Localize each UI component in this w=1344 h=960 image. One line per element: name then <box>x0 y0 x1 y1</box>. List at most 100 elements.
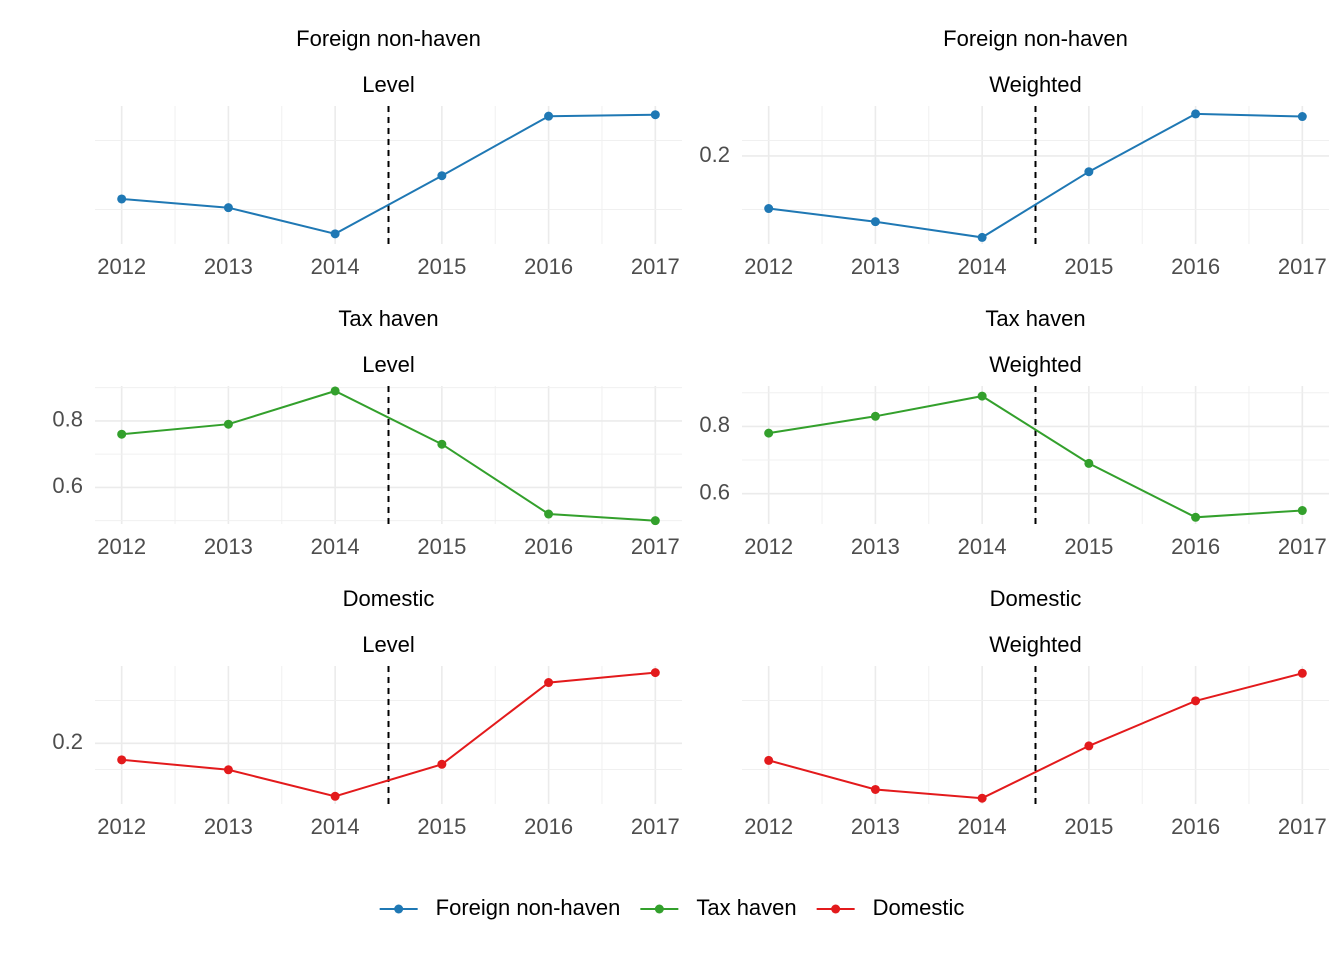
panel-title: Domestic <box>343 586 435 611</box>
x-tick-label: 2012 <box>744 534 793 559</box>
data-point <box>764 204 774 214</box>
data-point <box>544 509 554 519</box>
data-point <box>650 668 660 678</box>
data-point <box>437 171 447 181</box>
x-tick-label: 2015 <box>417 534 466 559</box>
legend-item: Domestic <box>816 895 965 920</box>
data-point <box>223 419 233 429</box>
data-point <box>977 793 987 803</box>
y-tick-label: 0.2 <box>52 729 83 754</box>
x-tick-label: 2014 <box>958 814 1007 839</box>
x-tick-label: 2017 <box>631 814 680 839</box>
data-point <box>1297 668 1307 678</box>
x-tick-label: 2014 <box>311 814 360 839</box>
x-tick-label: 2016 <box>1171 254 1220 279</box>
panel-title: Tax haven <box>338 306 438 331</box>
x-tick-label: 2014 <box>958 534 1007 559</box>
x-tick-label: 2014 <box>958 254 1007 279</box>
data-point <box>870 411 880 421</box>
x-tick-label: 2016 <box>524 534 573 559</box>
panel-subtitle: Level <box>362 72 415 97</box>
legend-item: Tax haven <box>640 895 797 920</box>
series-line-foreign <box>121 113 656 235</box>
x-tick-label: 2015 <box>417 814 466 839</box>
y-tick-label: 0.6 <box>52 473 83 498</box>
data-point <box>437 759 447 769</box>
x-tick-label: 2015 <box>1064 534 1113 559</box>
series-line-domestic <box>121 671 656 798</box>
data-point <box>870 217 880 227</box>
data-point <box>650 516 660 526</box>
data-point <box>117 755 127 765</box>
series-line-domestic <box>768 672 1303 800</box>
data-point <box>1297 112 1307 122</box>
data-point <box>1191 512 1201 522</box>
x-tick-label: 2013 <box>851 534 900 559</box>
data-point <box>223 203 233 213</box>
x-tick-label: 2014 <box>311 534 360 559</box>
y-tick-label: 0.2 <box>699 142 730 167</box>
data-point <box>330 386 340 396</box>
data-point <box>544 678 554 688</box>
legend-item: Foreign non-haven <box>379 895 621 920</box>
series-line-tax_haven <box>768 395 1303 519</box>
x-tick-label: 2014 <box>311 254 360 279</box>
legend-key-point <box>654 904 664 914</box>
x-tick-label: 2016 <box>1171 534 1220 559</box>
data-point <box>330 229 340 239</box>
x-tick-label: 2013 <box>851 254 900 279</box>
series-line-tax_haven <box>121 389 656 522</box>
y-tick-label: 0.8 <box>699 412 730 437</box>
panel-5: Domestic Weighted 2012 2013 2014 2015 2016 2017 <box>742 586 1329 839</box>
panel-subtitle: Weighted <box>989 632 1082 657</box>
x-tick-label: 2013 <box>851 814 900 839</box>
x-tick-label: 2012 <box>97 254 146 279</box>
panel-3: Tax haven Weighted 0.6 0.8 2012 2013 2014 2015 2… <box>699 306 1329 559</box>
x-tick-label: 2013 <box>204 814 253 839</box>
panel-4: Domestic Level 0.2 2012 2013 2014 2015 2016 2017 <box>52 586 682 839</box>
x-tick-label: 2017 <box>1278 254 1327 279</box>
data-point <box>1191 696 1201 706</box>
x-tick-label: 2017 <box>1278 534 1327 559</box>
x-tick-label: 2015 <box>417 254 466 279</box>
legend-key-point <box>831 904 841 914</box>
legend: Foreign non-haven Tax haven Domestic <box>379 895 965 920</box>
x-tick-label: 2016 <box>524 814 573 839</box>
data-point <box>1297 506 1307 516</box>
data-point <box>117 429 127 439</box>
series-line-foreign <box>768 112 1303 239</box>
panel-0: Foreign non-haven Level 2012 2013 2014 2015 20… <box>95 26 682 279</box>
panel-1: Foreign non-haven Weighted 0.2 2012 2013 2014… <box>699 26 1329 279</box>
data-point <box>977 232 987 242</box>
data-point <box>1191 109 1201 119</box>
panel-title: Tax haven <box>985 306 1085 331</box>
data-point <box>870 784 880 794</box>
legend-label: Domestic <box>873 895 965 920</box>
legend-label: Foreign non-haven <box>436 895 621 920</box>
data-point <box>1084 167 1094 177</box>
panel-subtitle: Weighted <box>989 72 1082 97</box>
panel-subtitle: Weighted <box>989 352 1082 377</box>
x-tick-label: 2012 <box>97 814 146 839</box>
x-tick-label: 2013 <box>204 254 253 279</box>
data-point <box>223 765 233 775</box>
y-tick-label: 0.6 <box>699 480 730 505</box>
legend-label: Tax haven <box>696 895 796 920</box>
panel-title: Foreign non-haven <box>943 26 1128 51</box>
panel-2: Tax haven Level 0.6 0.8 2012 2013 2014 2015 2016… <box>52 306 682 559</box>
panel-title: Foreign non-haven <box>296 26 481 51</box>
y-tick-label: 0.8 <box>52 407 83 432</box>
data-point <box>764 428 774 438</box>
data-point <box>764 755 774 765</box>
data-point <box>977 391 987 401</box>
x-tick-label: 2015 <box>1064 254 1113 279</box>
x-tick-label: 2017 <box>1278 814 1327 839</box>
panel-subtitle: Level <box>362 632 415 657</box>
data-point <box>650 110 660 120</box>
x-tick-label: 2012 <box>97 534 146 559</box>
data-point <box>544 111 554 121</box>
x-tick-label: 2017 <box>631 254 680 279</box>
data-point <box>1084 458 1094 468</box>
panel-subtitle: Level <box>362 352 415 377</box>
